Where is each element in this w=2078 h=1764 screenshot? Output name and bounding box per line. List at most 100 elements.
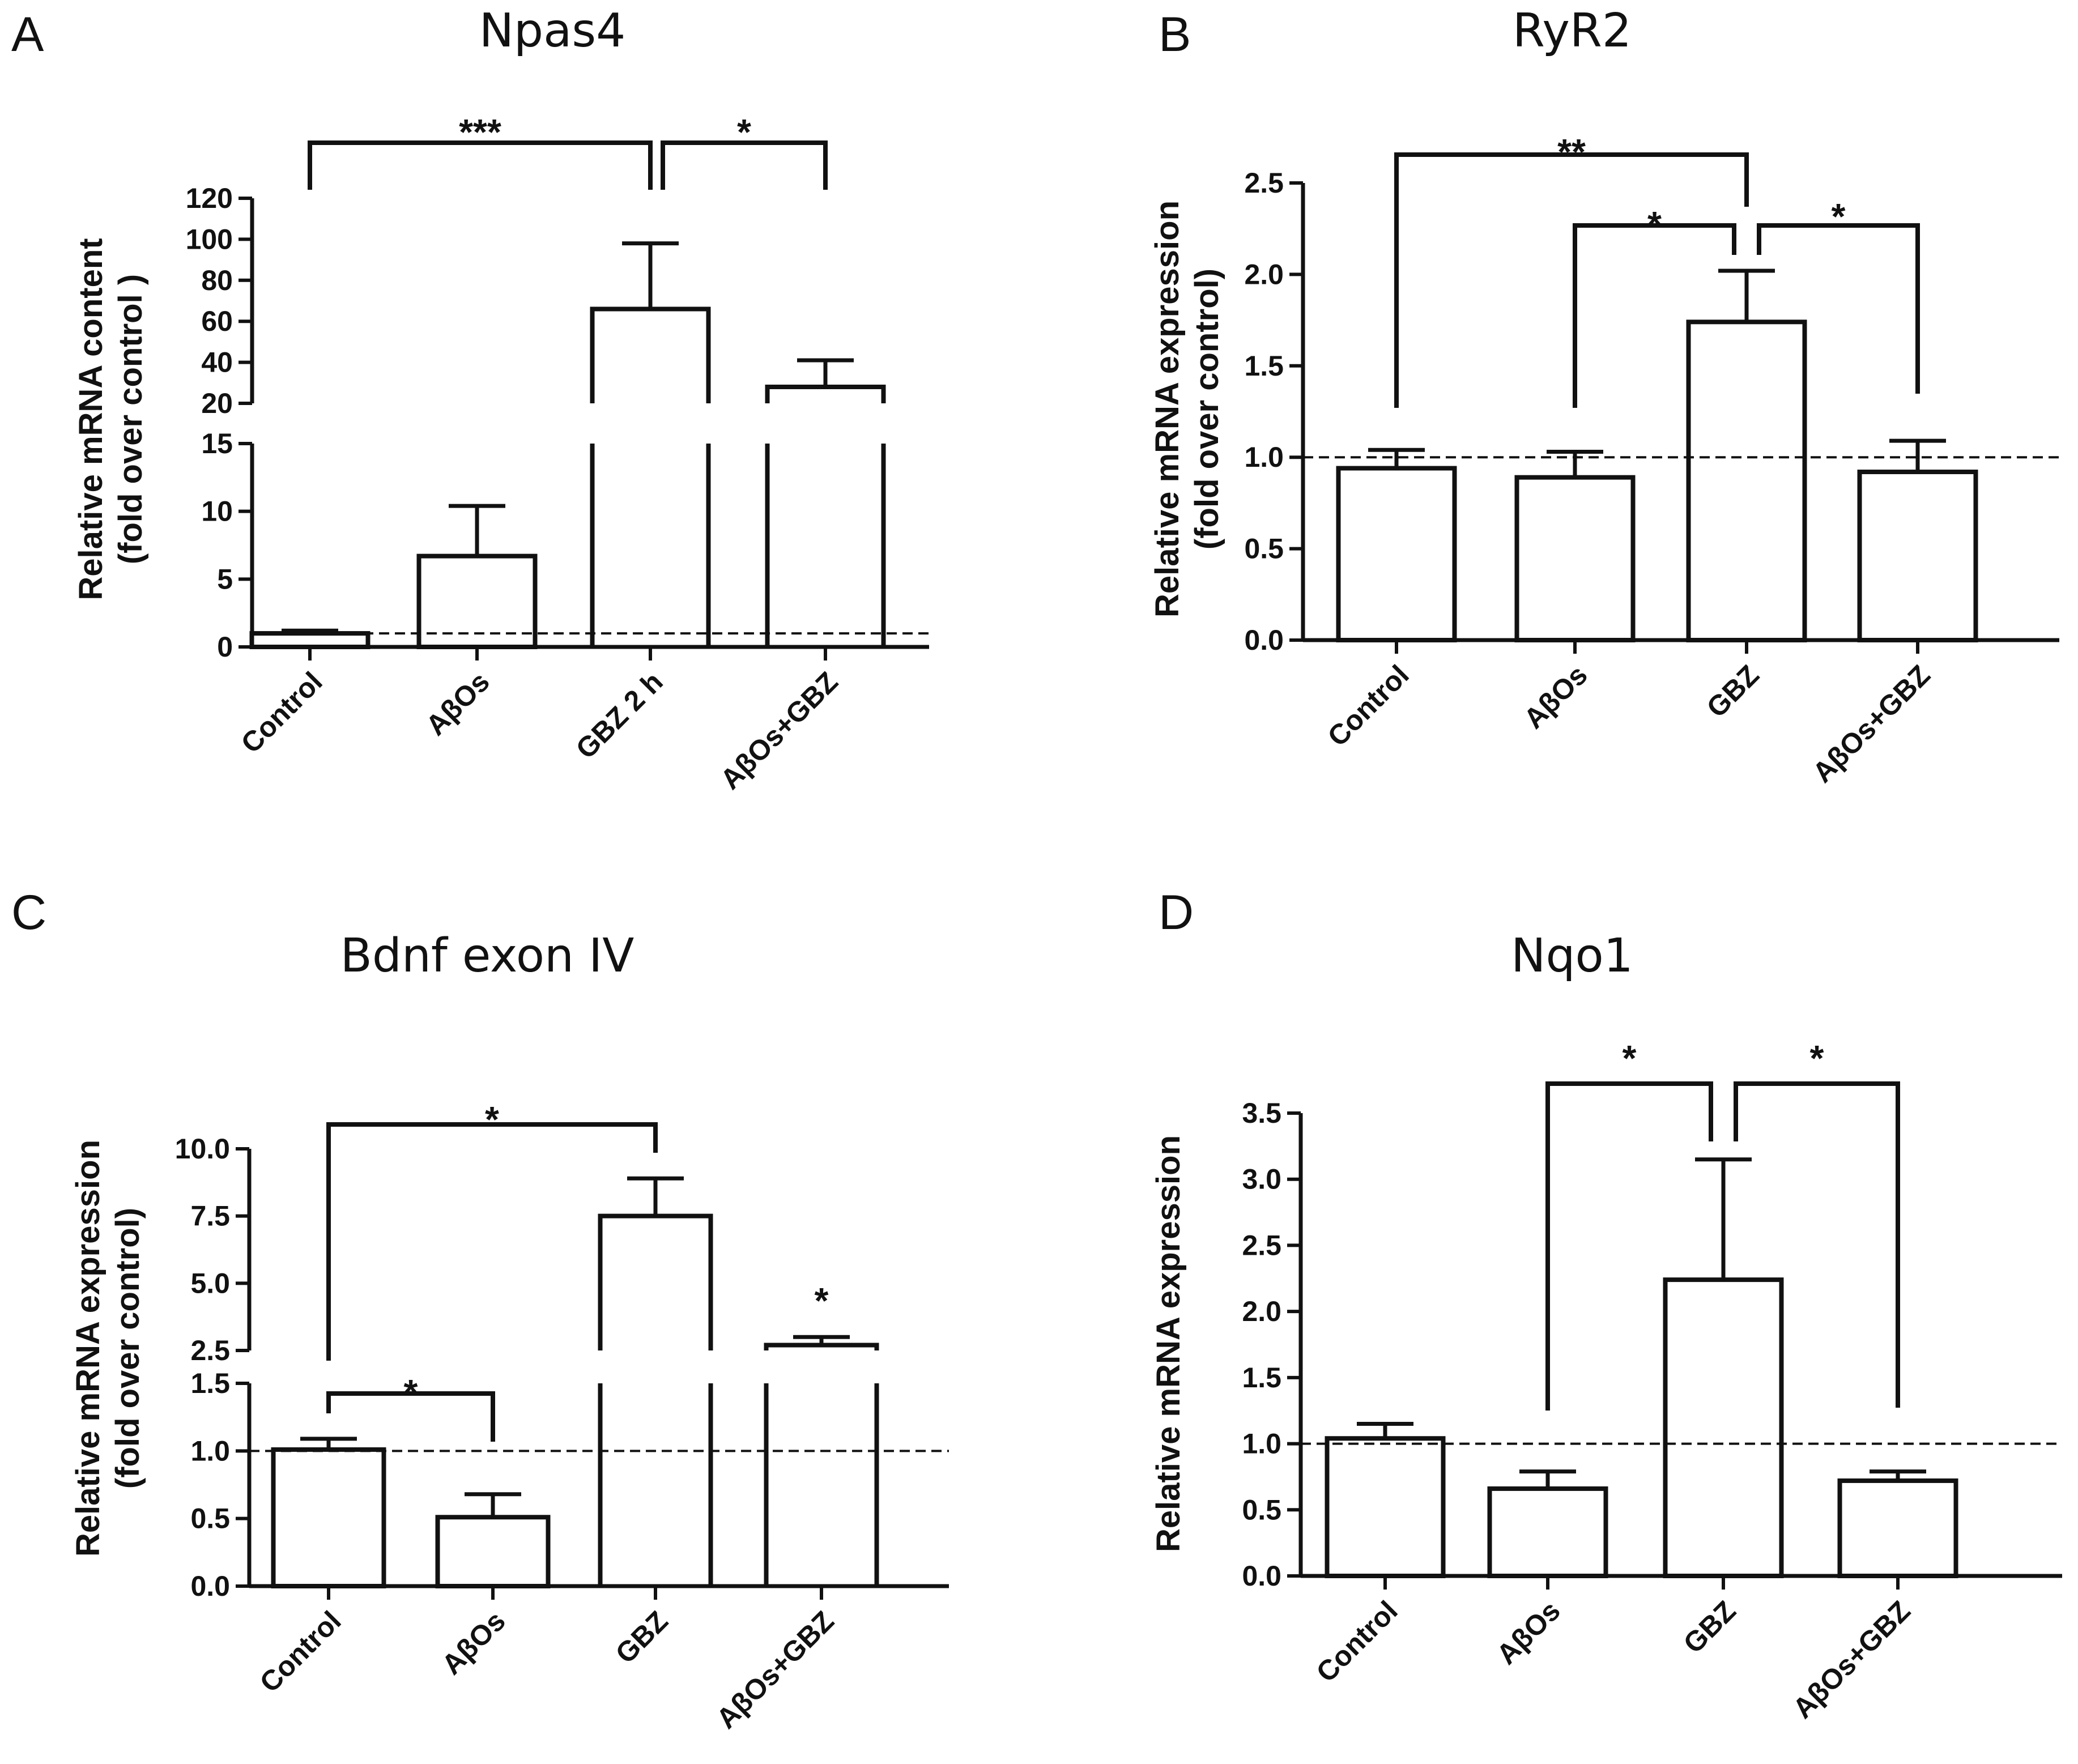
bar-upper: [764, 1343, 879, 1350]
category-label: Control: [235, 666, 329, 759]
significance-star: *: [1647, 204, 1662, 245]
significance-bracket: [1734, 1081, 1900, 1408]
panel-letter: B: [1159, 7, 1191, 62]
significance-bracket: [1573, 223, 1736, 408]
bar: [1514, 475, 1636, 642]
category-label: Control: [254, 1605, 347, 1698]
y-axis-label: Relative mRNA expression: [1150, 1135, 1187, 1552]
y-axis-label: Relative mRNA expression: [70, 1140, 107, 1557]
y-tick-label: 2.5: [190, 1335, 230, 1366]
significance-bracket: [326, 1391, 495, 1442]
category-label: AβOs: [436, 1605, 512, 1681]
panel-title: Bdnf exon IV: [340, 929, 635, 983]
bar-lower: [590, 444, 711, 647]
bar: [1857, 470, 1978, 642]
y-tick-label: 1.0: [1242, 1428, 1281, 1460]
category-label: AβOs+GBZ: [714, 666, 844, 795]
y-tick-label: 20: [201, 387, 233, 419]
significance-bracket: [1394, 152, 1749, 408]
category-label: AβOs: [1491, 1595, 1566, 1671]
category-label: GBZ: [1701, 659, 1765, 723]
bar-lower: [598, 1383, 713, 1586]
y-tick-label: 120: [186, 182, 233, 214]
y-tick-label: 0.0: [1244, 624, 1284, 656]
panel-letter: C: [11, 885, 46, 940]
significance-star: *: [1623, 1038, 1637, 1079]
significance-star: *: [1832, 196, 1846, 237]
category-label: GBZ 2 h: [570, 666, 669, 765]
panel-a: A Npas4 Relative mRNA content (fold over co…: [11, 4, 929, 795]
y-tick-label: 3.5: [1242, 1097, 1281, 1129]
bar-upper: [590, 306, 711, 403]
significance-star: *: [737, 112, 751, 152]
bar: [1325, 1436, 1446, 1579]
y-axis-label: (fold over control): [109, 1208, 146, 1489]
significance-star: *: [404, 1372, 418, 1413]
y-tick-label: 1.5: [1244, 350, 1284, 382]
y-tick-label: 0.5: [190, 1503, 230, 1535]
bar-upper: [598, 1213, 713, 1350]
y-tick-label: 2.0: [1244, 258, 1284, 290]
significance-star: ***: [459, 112, 501, 152]
y-tick-label: 0.5: [1244, 533, 1284, 565]
y-tick-label: 15: [201, 428, 233, 459]
y-tick-label: 80: [201, 265, 233, 296]
y-tick-label: 2.0: [1242, 1296, 1281, 1327]
bar: [435, 1515, 551, 1589]
y-tick-label: 7.5: [190, 1200, 230, 1232]
panel-d: D Nqo1 Relative mRNA expression 0.0 0.5 1.0 1.…: [1150, 885, 2062, 1724]
bar-lower: [765, 444, 886, 647]
significance-bracket: [1545, 1081, 1713, 1411]
category-label: AβOs+GBZ: [710, 1605, 840, 1735]
panel-title: RyR2: [1513, 4, 1632, 58]
category-label: Control: [1310, 1595, 1404, 1688]
category-label: AβOs+GBZ: [1787, 1595, 1917, 1724]
y-tick-label: 60: [201, 305, 233, 337]
panel-title: Nqo1: [1511, 929, 1633, 983]
y-tick-label: 2.5: [1242, 1229, 1281, 1261]
panel-title: Npas4: [479, 4, 626, 58]
significance-star: *: [815, 1280, 829, 1321]
y-tick-label: 1.0: [190, 1435, 230, 1467]
bar: [1336, 466, 1457, 642]
y-tick-label: 3.0: [1242, 1164, 1281, 1195]
significance-star: *: [485, 1099, 499, 1140]
category-label: Control: [1322, 659, 1415, 752]
significance-bracket: [308, 140, 653, 190]
y-axis-label: Relative mRNA content: [73, 238, 109, 600]
category-label: AβOs: [1518, 659, 1594, 735]
category-label: AβOs: [420, 666, 496, 742]
significance-star: **: [1557, 131, 1586, 172]
y-tick-label: 5: [217, 563, 233, 595]
y-tick-label: 10: [201, 496, 233, 527]
bar-lower: [764, 1383, 879, 1586]
significance-star: *: [1810, 1038, 1824, 1079]
category-label: GBZ: [610, 1605, 674, 1669]
y-axis-label: Relative mRNA expression: [1149, 201, 1186, 617]
panel-letter: A: [11, 7, 44, 62]
panel-c: C Bdnf exon IV Relative mRNA expression (fo…: [11, 885, 949, 1735]
panel-b: B RyR2 Relative mRNA expression (fold over …: [1149, 4, 2059, 789]
y-tick-label: 1.5: [190, 1367, 230, 1399]
y-tick-label: 0: [217, 631, 233, 663]
category-label: GBZ: [1677, 1595, 1742, 1659]
y-tick-label: 10.0: [175, 1133, 230, 1165]
y-tick-label: 100: [186, 223, 233, 255]
y-tick-label: 1.0: [1244, 441, 1284, 473]
category-label: AβOs+GBZ: [1807, 659, 1936, 789]
y-axis-label: (fold over control): [1189, 269, 1225, 549]
significance-bracket: [661, 140, 828, 190]
significance-bracket: [1757, 223, 1920, 394]
bar: [1487, 1486, 1608, 1579]
bar-upper: [765, 385, 886, 403]
bar: [1663, 1277, 1784, 1579]
bar: [271, 1447, 386, 1589]
bar: [249, 631, 371, 649]
bar: [1686, 319, 1807, 642]
y-tick-label: 1.5: [1242, 1362, 1281, 1394]
panel-letter: D: [1159, 885, 1194, 940]
y-tick-label: 40: [201, 347, 233, 378]
y-axis-label: (fold over control ): [112, 274, 149, 564]
y-tick-label: 5.0: [190, 1267, 230, 1299]
